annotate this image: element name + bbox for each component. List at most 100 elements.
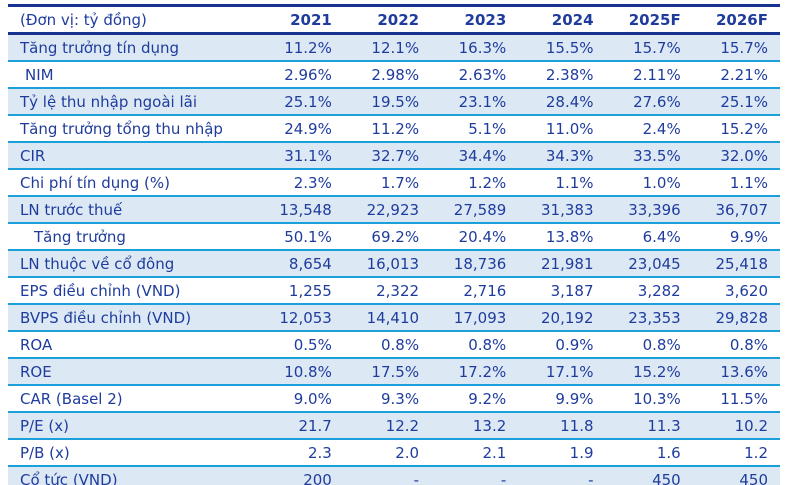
- cell-value: 12.2: [385, 416, 420, 435]
- cell-value: 0.8%: [642, 335, 681, 354]
- row-label: LN trước thuế: [20, 200, 123, 219]
- cell-value: 2.38%: [545, 65, 594, 84]
- cell-value: 27.6%: [633, 92, 681, 111]
- table-row: Cổ tức (VND) 200 - - - 450 450: [8, 466, 780, 485]
- cell-value: 3,620: [725, 281, 768, 300]
- cell-value: 25.1%: [720, 92, 768, 111]
- cell-value: 15.2%: [633, 362, 681, 381]
- cell-value: 32.7%: [371, 146, 420, 165]
- cell-value: 11.5%: [720, 389, 768, 408]
- table-row: Tăng trưởng tín dụng 11.2% 12.1% 16.3% 15.5%…: [8, 33, 780, 61]
- cell-value: 2.11%: [633, 65, 681, 84]
- table-row: BVPS điều chỉnh (VND) 12,053 14,410 17,093 2…: [8, 304, 780, 331]
- cell-value: 1,255: [288, 281, 332, 300]
- cell-value: 25.1%: [284, 92, 332, 111]
- cell-value: 3,187: [550, 281, 594, 300]
- column-header-2021: 2021: [290, 10, 332, 29]
- row-label: Tăng trưởng tổng thu nhập: [20, 119, 223, 138]
- cell-value: 8,654: [288, 254, 332, 273]
- table-row: LN trước thuế 13,548 22,923 27,589 31,383 33,…: [8, 196, 780, 223]
- cell-value: 12,053: [279, 308, 332, 327]
- cell-value: 10.8%: [284, 362, 332, 381]
- cell-value: 200: [303, 470, 332, 485]
- cell-value: 9.0%: [293, 389, 332, 408]
- cell-value: 23,353: [628, 308, 681, 327]
- row-label: Chi phí tín dụng (%): [20, 173, 170, 192]
- cell-value: 11.0%: [545, 119, 594, 138]
- cell-value: 1.2%: [468, 173, 507, 192]
- table-row: CIR 31.1% 32.7% 34.4% 34.3% 33.5% 32.0%: [8, 142, 780, 169]
- cell-value: 13.8%: [545, 227, 594, 246]
- cell-value: 0.8%: [380, 335, 420, 354]
- table-row: Chi phí tín dụng (%) 2.3% 1.7% 1.2% 1.1% 1.0%…: [8, 169, 780, 196]
- cell-value: 1.2: [744, 443, 768, 462]
- cell-value: 25,418: [715, 254, 769, 273]
- cell-value: 17.1%: [545, 362, 594, 381]
- cell-value: 12.1%: [371, 38, 420, 57]
- cell-value: 17.5%: [371, 362, 420, 381]
- cell-value: 1.0%: [642, 173, 681, 192]
- table-row: P/E (x) 21.7 12.2 13.2 11.8 11.3 10.2: [8, 412, 780, 439]
- row-label: Tăng trưởng tín dụng: [20, 38, 180, 57]
- cell-value: 36,707: [715, 200, 769, 219]
- header-row: (Đơn vị: tỷ đồng) 2021 2022 2023 2024 2025F 2…: [8, 6, 780, 34]
- cell-value: -: [413, 470, 420, 485]
- cell-value: 9.9%: [729, 227, 768, 246]
- cell-value: 34.3%: [545, 146, 594, 165]
- cell-value: 1.1%: [729, 173, 768, 192]
- cell-value: 33.5%: [633, 146, 681, 165]
- cell-value: 5.1%: [468, 119, 507, 138]
- cell-value: 0.8%: [468, 335, 507, 354]
- financial-metrics-table: (Đơn vị: tỷ đồng) 2021 2022 2023 2024 2025F 2…: [8, 4, 780, 485]
- cell-value: 2.98%: [371, 65, 420, 84]
- row-label: P/E (x): [20, 416, 69, 435]
- row-label: EPS điều chỉnh (VND): [20, 281, 181, 300]
- cell-value: 9.9%: [555, 389, 594, 408]
- cell-value: 21,981: [541, 254, 594, 273]
- table-row: P/B (x) 2.3 2.0 2.1 1.9 1.6 1.2: [8, 439, 780, 466]
- cell-value: 13.2: [472, 416, 507, 435]
- table-row: NIM 2.96% 2.98% 2.63% 2.38% 2.11% 2.21%: [8, 61, 780, 88]
- cell-value: 2.21%: [720, 65, 768, 84]
- row-label: CIR: [20, 146, 46, 165]
- cell-value: 22,923: [366, 200, 420, 219]
- cell-value: 15.5%: [545, 38, 594, 57]
- cell-value: 450: [652, 470, 681, 485]
- table-row: LN thuộc về cổ đông 8,654 16,013 18,736 21,9…: [8, 250, 780, 277]
- cell-value: 17.2%: [458, 362, 507, 381]
- cell-value: 33,396: [628, 200, 681, 219]
- cell-value: 50.1%: [284, 227, 332, 246]
- row-label: Tỷ lệ thu nhập ngoài lãi: [20, 92, 197, 111]
- table-body: Tăng trưởng tín dụng 11.2% 12.1% 16.3% 15.5%…: [8, 33, 780, 485]
- row-label: Tăng trưởng: [34, 227, 126, 246]
- row-label: ROE: [20, 362, 52, 381]
- cell-value: 0.9%: [555, 335, 594, 354]
- column-header-2025f: 2025F: [628, 10, 681, 29]
- cell-value: 10.2: [734, 416, 768, 435]
- cell-value: 2.3%: [293, 173, 332, 192]
- cell-value: 2.63%: [458, 65, 507, 84]
- cell-value: -: [500, 470, 507, 485]
- row-label: ROA: [20, 335, 53, 354]
- cell-value: 10.3%: [633, 389, 681, 408]
- cell-value: 450: [739, 470, 768, 485]
- cell-value: 15.7%: [720, 38, 768, 57]
- cell-value: 0.5%: [293, 335, 332, 354]
- table-row: Tăng trưởng 50.1% 69.2% 20.4% 13.8% 6.4% 9.9%: [8, 223, 780, 250]
- cell-value: -: [588, 470, 594, 485]
- cell-value: 9.2%: [468, 389, 507, 408]
- table-row: ROE 10.8% 17.5% 17.2% 17.1% 15.2% 13.6%: [8, 358, 780, 385]
- cell-value: 20.4%: [458, 227, 507, 246]
- cell-value: 0.8%: [729, 335, 768, 354]
- cell-value: 2,322: [376, 281, 420, 300]
- row-label: Cổ tức (VND): [20, 470, 118, 485]
- cell-value: 1.1%: [555, 173, 594, 192]
- cell-value: 11.2%: [371, 119, 420, 138]
- table-row: Tăng trưởng tổng thu nhập 24.9% 11.2% 5.1% 1…: [8, 115, 780, 142]
- table-row: Tỷ lệ thu nhập ngoài lãi 25.1% 19.5% 23.1% 2…: [8, 88, 780, 115]
- table-row: CAR (Basel 2) 9.0% 9.3% 9.2% 9.9% 10.3% 11.5%: [8, 385, 780, 412]
- cell-value: 69.2%: [371, 227, 420, 246]
- cell-value: 2,716: [463, 281, 507, 300]
- cell-value: 14,410: [366, 308, 420, 327]
